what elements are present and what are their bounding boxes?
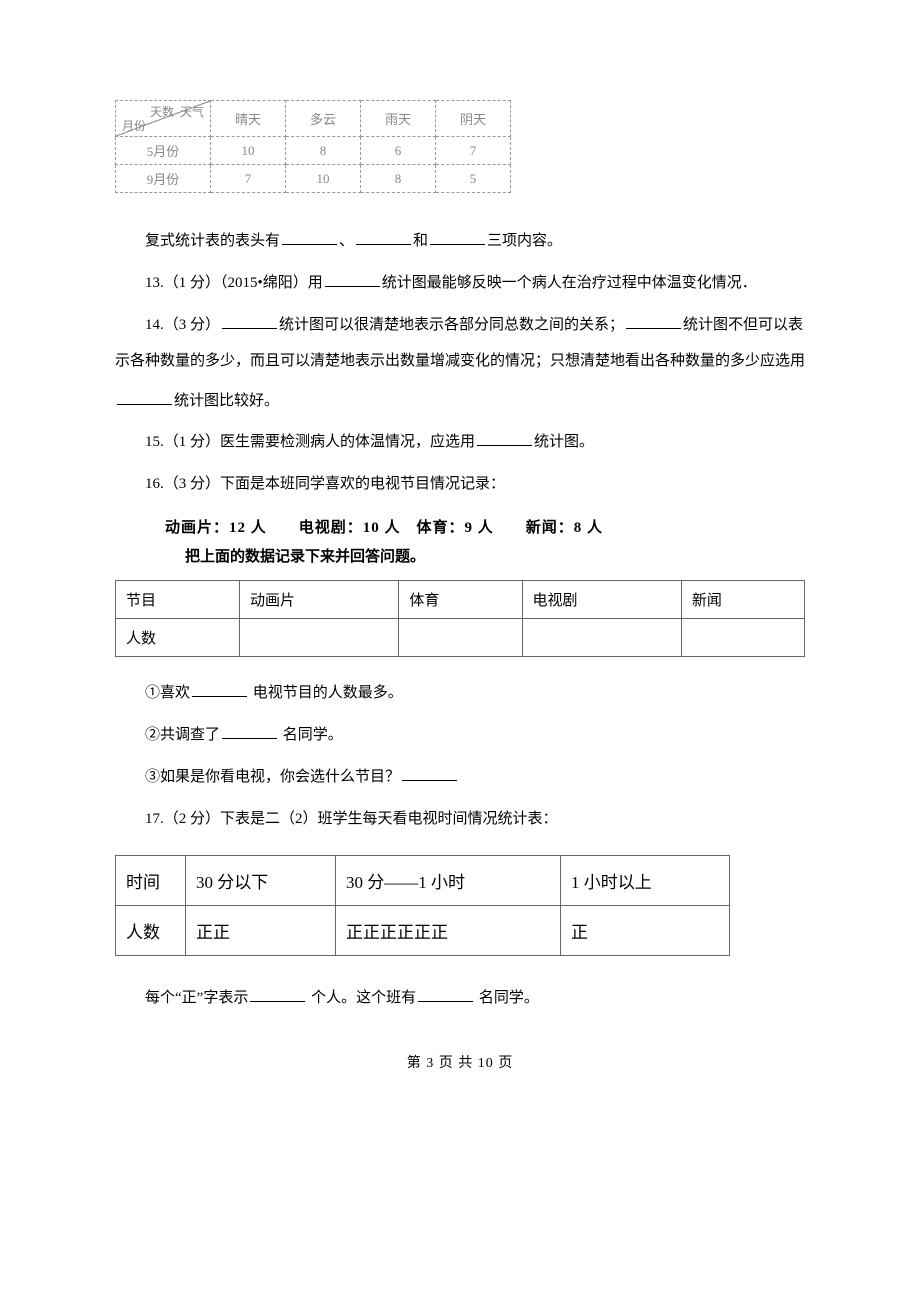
fill-blank[interactable] <box>325 272 380 287</box>
fill-blank[interactable] <box>402 766 457 781</box>
fill-blank[interactable] <box>356 230 411 245</box>
cell: 7 <box>211 165 286 193</box>
cell-blank[interactable] <box>240 619 399 657</box>
text: 名同学。 <box>475 990 539 1006</box>
fill-blank[interactable] <box>222 724 277 739</box>
text: ③如果是你看电视，你会选什么节目？ <box>145 769 400 785</box>
text: 、 <box>339 233 354 249</box>
text: 名同学。 <box>279 727 343 743</box>
q16-data-line2: 把上面的数据记录下来并回答问题。 <box>185 545 805 566</box>
cell: 动画片 <box>240 581 399 619</box>
cell: 体育 <box>399 581 522 619</box>
text: 统计图最能够反映一个病人在治疗过程中体温变化情况． <box>382 275 757 291</box>
text: ①喜欢 <box>145 685 190 701</box>
diagonal-header-cell: 天数 天气 月份 <box>116 101 211 137</box>
text: 和 <box>413 233 428 249</box>
cell: 7 <box>436 137 511 165</box>
cell: 节目 <box>116 581 240 619</box>
table-row: 9月份 7 10 8 5 <box>116 165 511 193</box>
text: 统计图。 <box>534 434 594 450</box>
weather-table: 天数 天气 月份 晴天 多云 雨天 阴天 5月份 10 8 6 7 9月份 7 … <box>115 100 511 193</box>
cell: 6 <box>361 137 436 165</box>
cell: 正 <box>561 906 730 956</box>
diag-bot-label: 月份 <box>122 117 146 134</box>
fill-blank[interactable] <box>430 230 485 245</box>
q16-sub1: ①喜欢 电视节目的人数最多。 <box>115 675 805 711</box>
page-footer: 第 3 页 共 10 页 <box>115 1052 805 1072</box>
text: 14.（3 分） <box>145 317 220 333</box>
cell: 人数 <box>116 906 186 956</box>
text: 统计图比较好。 <box>174 393 279 409</box>
table-row: 天数 天气 月份 晴天 多云 雨天 阴天 <box>116 101 511 137</box>
q16-sub2: ②共调查了 名同学。 <box>115 717 805 753</box>
program-table: 节目 动画片 体育 电视剧 新闻 人数 <box>115 580 805 657</box>
cell: 1 小时以上 <box>561 856 730 906</box>
fill-blank[interactable] <box>117 390 172 405</box>
q16-intro: 16.（3 分）下面是本班同学喜欢的电视节目情况记录： <box>115 466 805 502</box>
fill-blank[interactable] <box>626 314 681 329</box>
text: 三项内容。 <box>487 233 562 249</box>
q12-text: 复式统计表的表头有 、 和 三项内容。 <box>115 223 805 259</box>
cell: 10 <box>211 137 286 165</box>
cell: 10 <box>286 165 361 193</box>
row-label: 9月份 <box>116 165 211 193</box>
fill-blank[interactable] <box>418 987 473 1002</box>
q15-text: 15.（1 分）医生需要检测病人的体温情况，应选用 统计图。 <box>115 424 805 460</box>
cell: 30 分以下 <box>186 856 336 906</box>
cell: 30 分——1 小时 <box>336 856 561 906</box>
q13-text: 13.（1 分）（2015•绵阳）用 统计图最能够反映一个病人在治疗过程中体温变化… <box>115 265 805 301</box>
cell: 新闻 <box>681 581 804 619</box>
fill-blank[interactable] <box>222 314 277 329</box>
q14-text: 14.（3 分）统计图可以很清楚地表示各部分同总数之间的关系；统计图不但可以表示… <box>115 307 805 379</box>
q16-data-line: 动画片：12 人 电视剧：10 人 体育：9 人 新闻：8 人 <box>165 516 805 537</box>
col-header: 阴天 <box>436 101 511 137</box>
cell: 8 <box>286 137 361 165</box>
table-row: 节目 动画片 体育 电视剧 新闻 <box>116 581 805 619</box>
diag-left: 天数 <box>150 105 174 119</box>
cell: 正正正正正正 <box>336 906 561 956</box>
q14-text-cont: 统计图比较好。 <box>115 385 805 418</box>
table-row: 人数 <box>116 619 805 657</box>
row-label: 5月份 <box>116 137 211 165</box>
table-row: 时间 30 分以下 30 分——1 小时 1 小时以上 <box>116 856 730 906</box>
text: 电视节目的人数最多。 <box>249 685 403 701</box>
fill-blank[interactable] <box>282 230 337 245</box>
text: 复式统计表的表头有 <box>145 233 280 249</box>
cell-blank[interactable] <box>399 619 522 657</box>
diag-top-label: 天数 天气 <box>150 103 204 120</box>
text: 个人。这个班有 <box>307 990 416 1006</box>
table-row: 5月份 10 8 6 7 <box>116 137 511 165</box>
text: 统计图可以很清楚地表示各部分同总数之间的关系； <box>279 317 624 333</box>
q17-question: 每个“正”字表示 个人。这个班有 名同学。 <box>115 980 805 1016</box>
table-row: 人数 正正 正正正正正正 正 <box>116 906 730 956</box>
cell: 时间 <box>116 856 186 906</box>
page-root: 天数 天气 月份 晴天 多云 雨天 阴天 5月份 10 8 6 7 9月份 7 … <box>0 0 920 1112</box>
cell: 电视剧 <box>522 581 681 619</box>
q17-intro: 17.（2 分）下表是二（2）班学生每天看电视时间情况统计表： <box>115 801 805 837</box>
col-header: 雨天 <box>361 101 436 137</box>
cell: 人数 <box>116 619 240 657</box>
tv-time-table: 时间 30 分以下 30 分——1 小时 1 小时以上 人数 正正 正正正正正正… <box>115 855 730 956</box>
text: 13.（1 分）（2015•绵阳）用 <box>145 275 323 291</box>
cell: 8 <box>361 165 436 193</box>
col-header: 晴天 <box>211 101 286 137</box>
text: 15.（1 分）医生需要检测病人的体温情况，应选用 <box>145 434 475 450</box>
text: 每个“正”字表示 <box>145 990 248 1006</box>
cell: 5 <box>436 165 511 193</box>
fill-blank[interactable] <box>192 682 247 697</box>
fill-blank[interactable] <box>477 431 532 446</box>
diag-top-text: 天气 <box>180 105 204 119</box>
fill-blank[interactable] <box>250 987 305 1002</box>
text: ②共调查了 <box>145 727 220 743</box>
q16-sub3: ③如果是你看电视，你会选什么节目？ <box>115 759 805 795</box>
cell: 正正 <box>186 906 336 956</box>
cell-blank[interactable] <box>681 619 804 657</box>
cell-blank[interactable] <box>522 619 681 657</box>
col-header: 多云 <box>286 101 361 137</box>
